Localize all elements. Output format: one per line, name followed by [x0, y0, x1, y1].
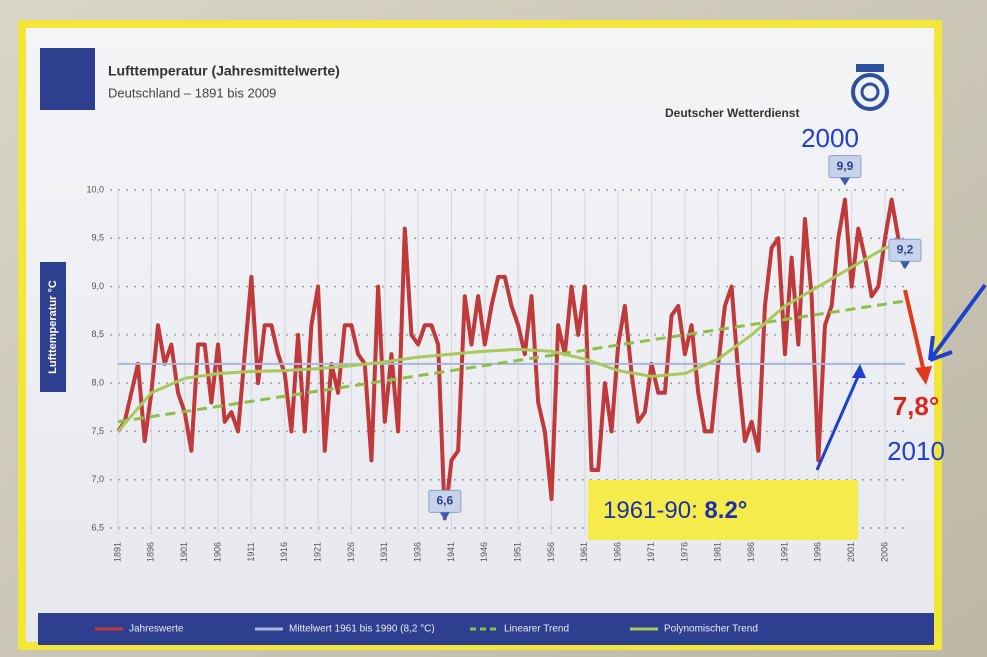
x-tick-label: 1986 — [746, 542, 756, 562]
baseline-value: 8.2° — [704, 497, 747, 524]
x-tick-label: 1961 — [579, 542, 589, 562]
series-line — [116, 241, 906, 433]
y-label-block — [40, 262, 66, 392]
x-tick-label: 1916 — [279, 542, 289, 562]
x-tick-label: 1911 — [246, 542, 256, 561]
y-tick-label: 9,5 — [91, 233, 104, 243]
x-tick-label: 1981 — [713, 542, 723, 562]
legend-label: Jahreswerte — [129, 624, 184, 635]
x-tick-label: 1936 — [413, 542, 423, 562]
y-tick-label: 8,5 — [91, 329, 104, 339]
y-tick-label: 10,0 — [86, 184, 104, 194]
arrow — [903, 289, 926, 373]
x-tick-label: 1931 — [379, 542, 389, 562]
callout-pointer — [900, 261, 910, 270]
y-axis-label: Lufttemperatur °C — [47, 280, 59, 374]
x-tick-label: 1926 — [346, 542, 356, 562]
x-tick-label: 1976 — [679, 542, 689, 562]
series-line — [117, 299, 906, 424]
legend-items: Jahreswerte Mittelwert 1961 bis 1990 (8,2… — [95, 624, 758, 635]
legend-label: Polynomischer Trend — [664, 624, 758, 635]
source: Deutscher Wetterdienst — [665, 106, 799, 120]
x-tick-label: 1951 — [513, 542, 523, 562]
callout-label: 9,2 — [897, 242, 914, 256]
callout-pointer — [839, 177, 850, 186]
year-annotation: 2010 — [887, 436, 945, 466]
overlay: 1961-90: 8.2° 2000 7,8° 2010 — [588, 123, 987, 540]
baseline-box — [588, 480, 858, 540]
chart-subtitle: Deutschland – 1891 bis 2009 — [108, 85, 276, 100]
baseline-text: 1961-90: 8.2° — [603, 497, 747, 524]
baseline-prefix: 1961-90: — [603, 497, 704, 524]
x-tick-label: 1891 — [112, 542, 122, 562]
plot: 6,5 7,0 7,5 8,0 8,5 9,0 9,5 10,0 1891 1896 1901 190… — [86, 155, 922, 562]
year-annotation: 2000 — [801, 123, 859, 153]
arrow-head — [915, 366, 932, 385]
callout-label: 6,6 — [436, 494, 453, 508]
y-tick-label: 8,0 — [91, 378, 104, 388]
x-tick-label: 1996 — [813, 542, 823, 562]
y-tick-label: 7,0 — [91, 474, 104, 484]
callout-label: 9,9 — [837, 159, 854, 173]
logo — [851, 64, 889, 111]
arrow-head — [852, 364, 866, 378]
x-tick-label: 1906 — [212, 542, 222, 562]
x-tick-label: 1941 — [446, 542, 456, 562]
x-tick-label: 1901 — [179, 542, 189, 562]
title-block — [40, 48, 95, 110]
y-tick-label: 9,0 — [91, 281, 104, 291]
legend-label: Linearer Trend — [504, 624, 569, 635]
callout-pointer — [439, 512, 450, 521]
chart-title: Lufttemperatur (Jahresmittelwerte) — [108, 63, 340, 79]
arrow — [928, 283, 987, 362]
y-tick-label: 6,5 — [91, 522, 104, 532]
x-tick-label: 2006 — [879, 542, 889, 562]
x-tick-label: 1921 — [312, 542, 322, 562]
series-line — [116, 197, 907, 521]
legend-label: Mittelwert 1961 bis 1990 (8,2 °C) — [289, 624, 435, 635]
x-tick-label: 1896 — [146, 542, 156, 562]
arrow — [815, 371, 862, 471]
x-tick-label: 1971 — [646, 542, 656, 562]
x-tick-label: 1991 — [779, 542, 789, 562]
y-tick-label: 7,5 — [91, 426, 104, 436]
x-tick-label: 1966 — [613, 542, 623, 562]
x-tick-label: 2001 — [846, 542, 856, 562]
forecast-annotation: 7,8° — [893, 391, 940, 421]
x-tick-label: 1956 — [546, 542, 556, 562]
x-tick-label: 1946 — [479, 542, 489, 562]
